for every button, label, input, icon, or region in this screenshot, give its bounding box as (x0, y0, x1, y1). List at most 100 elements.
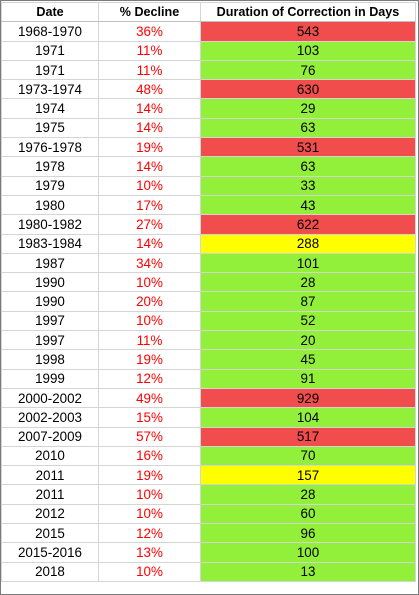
duration-cell: 63 (200, 156, 416, 177)
table-row: 2000-2002 49% 929 (1, 387, 416, 409)
decline-cell: 11% (98, 330, 201, 351)
date-cell: 1983-1984 (1, 233, 99, 254)
duration-cell: 543 (200, 21, 416, 42)
header-date: Date (1, 1, 99, 23)
table-row: 1990 10% 28 (1, 272, 416, 293)
date-cell: 2012 (1, 503, 99, 525)
header-row: Date % Decline Duration of Correction in… (1, 1, 416, 23)
table-row: 2002-2003 15% 104 (1, 407, 416, 428)
table-row: 1971 11% 103 (1, 40, 416, 61)
date-cell: 1974 (1, 98, 99, 119)
table-row: 2007-2009 57% 517 (1, 426, 416, 447)
decline-cell: 14% (98, 233, 201, 254)
date-cell: 2015 (1, 523, 99, 544)
duration-cell: 288 (200, 233, 416, 254)
date-cell: 1990 (1, 272, 99, 293)
table-header: Date % Decline Duration of Correction in… (1, 1, 416, 23)
header-duration: Duration of Correction in Days (200, 1, 416, 23)
date-cell: 1973-1974 (1, 79, 99, 100)
date-cell: 2002-2003 (1, 407, 99, 428)
date-cell: 2015-2016 (1, 542, 99, 563)
date-cell: 1979 (1, 175, 99, 196)
table-row: 1975 14% 63 (1, 117, 416, 139)
decline-cell: 17% (98, 194, 201, 216)
duration-cell: 52 (200, 310, 416, 332)
decline-cell: 10% (98, 484, 201, 505)
duration-cell: 33 (200, 175, 416, 196)
corrections-table: Date % Decline Duration of Correction in… (1, 1, 416, 582)
date-cell: 1971 (1, 59, 99, 81)
table-row: 2011 19% 157 (1, 465, 416, 486)
table-row: 1997 10% 52 (1, 310, 416, 332)
duration-cell: 70 (200, 445, 416, 467)
duration-cell: 13 (200, 561, 416, 582)
duration-cell: 91 (200, 368, 416, 389)
table-row: 1979 10% 33 (1, 175, 416, 196)
decline-cell: 10% (98, 561, 201, 582)
decline-cell: 19% (98, 137, 201, 158)
date-cell: 1990 (1, 291, 99, 312)
decline-cell: 11% (98, 59, 201, 81)
decline-cell: 19% (98, 349, 201, 370)
duration-cell: 76 (200, 59, 416, 81)
date-cell: 1999 (1, 368, 99, 389)
date-cell: 2018 (1, 561, 99, 582)
table-row: 1980 17% 43 (1, 194, 416, 216)
table-row: 1973-1974 48% 630 (1, 79, 416, 100)
decline-cell: 49% (98, 387, 201, 409)
duration-cell: 43 (200, 194, 416, 216)
date-cell: 2000-2002 (1, 387, 99, 409)
date-cell: 1978 (1, 156, 99, 177)
table-row: 1998 19% 45 (1, 349, 416, 370)
duration-cell: 157 (200, 465, 416, 486)
table-row: 2015-2016 13% 100 (1, 542, 416, 563)
table-row: 1999 12% 91 (1, 368, 416, 389)
date-cell: 1980 (1, 194, 99, 216)
decline-cell: 57% (98, 426, 201, 447)
date-cell: 1998 (1, 349, 99, 370)
date-cell: 2011 (1, 465, 99, 486)
table-row: 1974 14% 29 (1, 98, 416, 119)
decline-cell: 12% (98, 523, 201, 544)
duration-cell: 29 (200, 98, 416, 119)
duration-cell: 60 (200, 503, 416, 525)
duration-cell: 622 (200, 214, 416, 235)
decline-cell: 10% (98, 310, 201, 332)
decline-cell: 14% (98, 156, 201, 177)
table-body: 1968-1970 36% 543 1971 11% 103 1971 11% 76 1973-1… (1, 21, 416, 582)
decline-cell: 13% (98, 542, 201, 563)
duration-cell: 630 (200, 79, 416, 100)
date-cell: 1987 (1, 252, 99, 274)
duration-cell: 20 (200, 330, 416, 351)
decline-cell: 27% (98, 214, 201, 235)
duration-cell: 96 (200, 523, 416, 544)
table-row: 2012 10% 60 (1, 503, 416, 525)
decline-cell: 16% (98, 445, 201, 467)
duration-cell: 45 (200, 349, 416, 370)
decline-cell: 10% (98, 175, 201, 196)
date-cell: 1976-1978 (1, 137, 99, 158)
table-row: 1997 11% 20 (1, 330, 416, 351)
table-row: 1978 14% 63 (1, 156, 416, 177)
duration-cell: 28 (200, 484, 416, 505)
decline-cell: 12% (98, 368, 201, 389)
table-row: 1990 20% 87 (1, 291, 416, 312)
table-row: 1968-1970 36% 543 (1, 21, 416, 42)
duration-cell: 103 (200, 40, 416, 61)
date-cell: 2010 (1, 445, 99, 467)
decline-cell: 48% (98, 79, 201, 100)
decline-cell: 10% (98, 503, 201, 525)
table-row: 1983-1984 14% 288 (1, 233, 416, 254)
date-cell: 1968-1970 (1, 21, 99, 42)
duration-cell: 87 (200, 291, 416, 312)
decline-cell: 14% (98, 117, 201, 139)
decline-cell: 15% (98, 407, 201, 428)
decline-cell: 10% (98, 272, 201, 293)
decline-cell: 19% (98, 465, 201, 486)
table-row: 2011 10% 28 (1, 484, 416, 505)
decline-cell: 34% (98, 252, 201, 274)
table-row: 1987 34% 101 (1, 252, 416, 274)
date-cell: 2007-2009 (1, 426, 99, 447)
table-row: 2018 10% 13 (1, 561, 416, 582)
duration-cell: 100 (200, 542, 416, 563)
